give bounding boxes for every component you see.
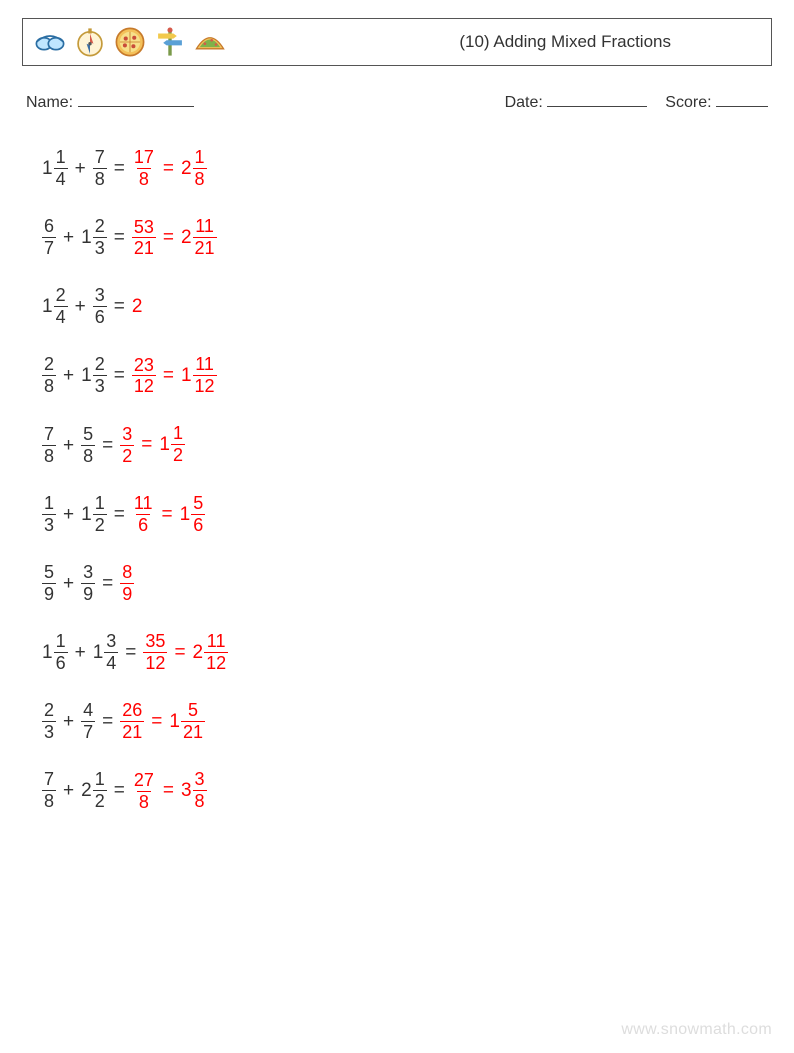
problem-row: 59+39=89 [42, 563, 772, 604]
problem-row: 28+123=2312=11112 [42, 355, 772, 396]
problem-row: 124+36=2 [42, 286, 772, 327]
date-field: Date: [505, 90, 648, 112]
answer: 278=338 [132, 770, 207, 811]
name-label: Name: [26, 94, 73, 111]
answer: 178=218 [132, 148, 207, 189]
name-blank [78, 90, 194, 107]
problem-row: 78+58=32=112 [42, 424, 772, 465]
signpost-icon [153, 25, 187, 59]
compass-icon [73, 25, 107, 59]
score-blank [716, 90, 768, 107]
name-field: Name: [26, 90, 194, 112]
problem-row: 116+134=3512=21112 [42, 632, 772, 673]
problem-row: 78+212=278=338 [42, 770, 772, 811]
header-icons [33, 25, 227, 59]
score-label: Score: [665, 94, 711, 111]
answer: 2312=11112 [132, 355, 217, 396]
answer: 116=156 [132, 494, 205, 535]
info-row: Name: Date: Score: [22, 90, 772, 112]
answer: 3512=21112 [143, 632, 228, 673]
problem-row: 13+112=116=156 [42, 494, 772, 535]
date-blank [547, 90, 647, 107]
watermark: www.snowmath.com [621, 1021, 772, 1039]
date-label: Date: [505, 94, 543, 111]
problem-row: 23+47=2621=1521 [42, 701, 772, 742]
header-box: (10) Adding Mixed Fractions [22, 18, 772, 66]
pizza-icon [113, 25, 147, 59]
problem-row: 67+123=5321=21121 [42, 217, 772, 258]
answer: 5321=21121 [132, 217, 217, 258]
taco-icon [193, 25, 227, 59]
answer: 32=112 [120, 424, 185, 465]
answer: 2621=1521 [120, 701, 205, 742]
problem-row: 114+78=178=218 [42, 148, 772, 189]
worksheet-title: (10) Adding Mixed Fractions [459, 32, 671, 52]
answer: 89 [120, 563, 134, 604]
goggles-icon [33, 25, 67, 59]
problems-list: 114+78=178=21867+123=5321=21121124+36=22… [22, 148, 772, 812]
score-field: Score: [665, 90, 768, 112]
answer: 2 [132, 297, 143, 316]
